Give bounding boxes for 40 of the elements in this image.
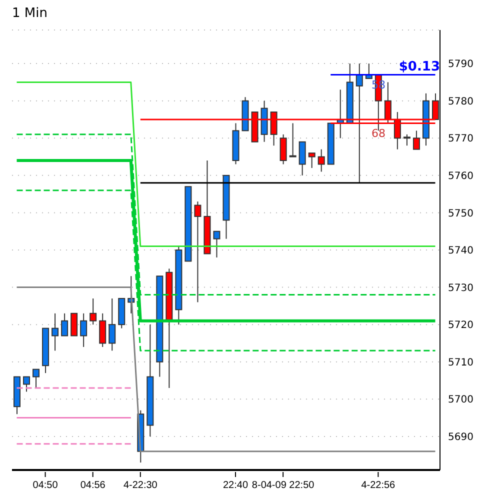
y-tick-label: 5740 (448, 246, 474, 257)
y-tick-label: 5690 (448, 432, 474, 443)
candlestick (403, 134, 410, 146)
x-tick-label: 04:56 (80, 480, 106, 491)
candlestick (412, 130, 420, 150)
annotation: 58 (372, 78, 386, 92)
candlestick (318, 148, 325, 172)
candlestick (32, 368, 40, 388)
y-tick-label: 5700 (448, 394, 474, 406)
candlestick (356, 63, 363, 184)
y-tick-label: 5780 (448, 96, 474, 108)
y-tick-label: 5790 (448, 59, 474, 70)
candlestick (52, 312, 59, 352)
candlestick (194, 201, 202, 303)
candlestick (289, 122, 296, 158)
candlestick (61, 312, 68, 336)
candlestick (298, 141, 306, 176)
y-tick-label: 5770 (448, 134, 474, 145)
candlestick (108, 298, 116, 352)
y-tick-label: 5750 (448, 208, 474, 220)
y-tick-label: 5730 (448, 282, 474, 294)
x-tick-label: 4-22:30 (123, 480, 158, 491)
candlestick (80, 312, 88, 348)
candlestick (280, 134, 287, 165)
x-tick-label: 4-22:56 (361, 480, 396, 491)
x-tick-label: 22:40 (222, 480, 248, 491)
candlestick (70, 312, 78, 336)
candlestick (90, 298, 97, 326)
candlestick (23, 376, 30, 392)
candlestick (99, 312, 106, 348)
x-tick-label: 04:50 (32, 480, 58, 491)
candlestick (308, 152, 316, 168)
annotation: $0.13 (398, 60, 440, 75)
chart-title: 1 Min (12, 6, 48, 21)
y-tick-label: 5760 (448, 170, 474, 182)
candlestick (213, 230, 220, 258)
y-tick-label: 5710 (448, 357, 474, 368)
annotation: 68 (372, 127, 386, 140)
y-tick-label: 5720 (448, 320, 474, 332)
x-tick-label: 8-04-09 22:50 (252, 480, 315, 491)
